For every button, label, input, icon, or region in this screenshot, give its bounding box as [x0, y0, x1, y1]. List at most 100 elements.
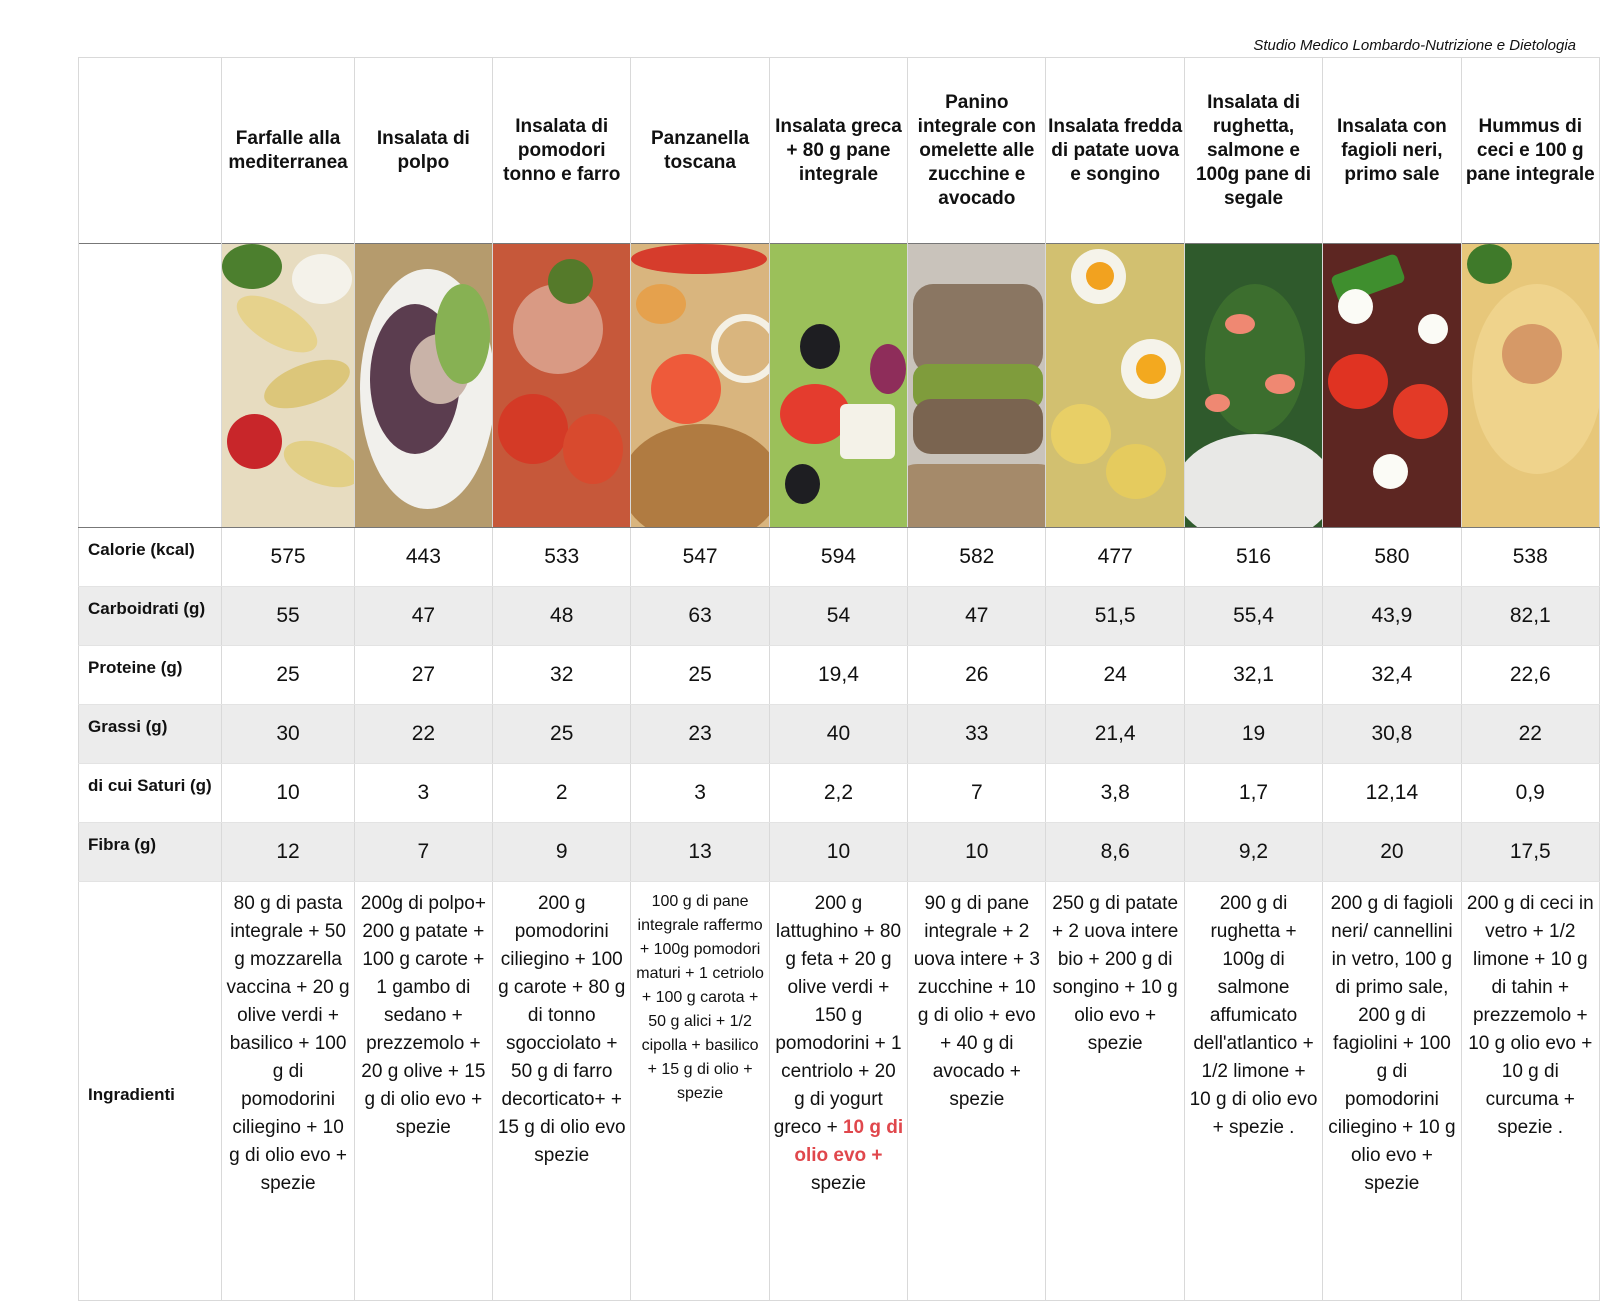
dish-photo-pomodori-tonno: [492, 243, 632, 528]
value-cell: 19,4: [769, 645, 909, 705]
ingredients-highlight: 10 g di olio evo +: [794, 1117, 904, 1166]
value-cell: 2,2: [769, 763, 909, 823]
value-cell: 26: [907, 645, 1047, 705]
value-cell: 477: [1045, 527, 1185, 587]
value-cell: 22: [1461, 704, 1600, 764]
dish-title: Insalata con fagioli neri, primo sale: [1322, 57, 1462, 244]
dish-title: Insalata di pomodori tonno e farro: [492, 57, 632, 244]
ingredients-cell: 200 g di ceci in vetro + 1/2 limone + 10…: [1461, 881, 1600, 1301]
dish-photo-hummus: [1461, 243, 1600, 528]
value-cell: 33: [907, 704, 1047, 764]
dish-title: Farfalle alla mediterranea: [221, 57, 355, 244]
value-cell: 22: [354, 704, 494, 764]
dish-photo-panzanella: [630, 243, 770, 528]
dish-title: Insalata fredda di patate uova e songino: [1045, 57, 1185, 244]
value-cell: 547: [630, 527, 770, 587]
value-cell: 3: [354, 763, 494, 823]
dish-title: Panino integrale con omelette alle zucch…: [907, 57, 1047, 244]
value-cell: 43,9: [1322, 586, 1462, 646]
row-label: di cui Saturi (g): [77, 763, 223, 823]
value-cell: 54: [769, 586, 909, 646]
value-cell: 8,6: [1045, 822, 1185, 882]
value-cell: 10: [907, 822, 1047, 882]
value-cell: 582: [907, 527, 1047, 587]
value-cell: 1,7: [1184, 763, 1324, 823]
value-cell: 30,8: [1322, 704, 1462, 764]
dish-title: Hummus di ceci e 100 g pane integrale: [1461, 57, 1600, 244]
ingredients-cell: 90 g di pane integrale + 2 uova intere +…: [907, 881, 1047, 1301]
ingredients-cell: 200g di polpo+ 200 g patate + 100 g caro…: [354, 881, 494, 1301]
nutrition-table: Farfalle alla mediterranea Insalata di p…: [77, 57, 1600, 1301]
value-cell: 20: [1322, 822, 1462, 882]
row-label: Grassi (g): [77, 704, 223, 764]
row-calorie: Calorie (kcal) 575 443 533 547 594 582 4…: [77, 527, 1600, 587]
row-ingredienti: Ingradienti 80 g di pasta integrale + 50…: [77, 881, 1600, 1301]
row-grassi: Grassi (g) 30 22 25 23 40 33 21,4 19 30,…: [77, 704, 1600, 764]
dish-photo-farfalle: [221, 243, 355, 528]
row-label: Fibra (g): [77, 822, 223, 882]
dish-photo-rughetta-salmone: [1184, 243, 1324, 528]
ingredients-cell: 100 g di pane integrale raffermo + 100g …: [630, 881, 770, 1301]
value-cell: 30: [221, 704, 355, 764]
value-cell: 21,4: [1045, 704, 1185, 764]
value-cell: 19: [1184, 704, 1324, 764]
photo-corner: [77, 243, 223, 528]
row-label: Calorie (kcal): [77, 527, 223, 587]
value-cell: 580: [1322, 527, 1462, 587]
value-cell: 32,1: [1184, 645, 1324, 705]
value-cell: 7: [354, 822, 494, 882]
ingredients-text-tail: spezie: [810, 1173, 866, 1194]
value-cell: 10: [769, 822, 909, 882]
value-cell: 32: [492, 645, 632, 705]
value-cell: 47: [907, 586, 1047, 646]
dish-photo-patate-uova: [1045, 243, 1185, 528]
value-cell: 12,14: [1322, 763, 1462, 823]
value-cell: 32,4: [1322, 645, 1462, 705]
value-cell: 3,8: [1045, 763, 1185, 823]
row-label: Carboidrati (g): [77, 586, 223, 646]
ingredients-cell: 250 g di patate + 2 uova intere bio + 20…: [1045, 881, 1185, 1301]
value-cell: 27: [354, 645, 494, 705]
value-cell: 575: [221, 527, 355, 587]
value-cell: 9: [492, 822, 632, 882]
ingredients-cell: 200 g di fagioli neri/ cannellini in vet…: [1322, 881, 1462, 1301]
value-cell: 3: [630, 763, 770, 823]
value-cell: 51,5: [1045, 586, 1185, 646]
photo-row: [77, 243, 1600, 528]
value-cell: 25: [221, 645, 355, 705]
value-cell: 47: [354, 586, 494, 646]
row-proteine: Proteine (g) 25 27 32 25 19,4 26 24 32,1…: [77, 645, 1600, 705]
value-cell: 55,4: [1184, 586, 1324, 646]
dish-title: Insalata di polpo: [354, 57, 494, 244]
value-cell: 12: [221, 822, 355, 882]
dish-photo-panino: [907, 243, 1047, 528]
value-cell: 55: [221, 586, 355, 646]
value-cell: 9,2: [1184, 822, 1324, 882]
corner-cell: [77, 57, 223, 244]
value-cell: 0,9: [1461, 763, 1600, 823]
dish-title: Insalata greca + 80 g pane integrale: [769, 57, 909, 244]
row-saturi: di cui Saturi (g) 10 3 2 3 2,2 7 3,8 1,7…: [77, 763, 1600, 823]
value-cell: 2: [492, 763, 632, 823]
value-cell: 25: [630, 645, 770, 705]
value-cell: 17,5: [1461, 822, 1600, 882]
value-cell: 10: [221, 763, 355, 823]
ingredients-cell: 200 g pomodorini ciliegino + 100 g carot…: [492, 881, 632, 1301]
credit-text: Studio Medico Lombardo-Nutrizione e Diet…: [1253, 37, 1576, 54]
value-cell: 48: [492, 586, 632, 646]
dish-title: Insalata di rughetta, salmone e 100g pan…: [1184, 57, 1324, 244]
dish-photo-polpo: [354, 243, 494, 528]
value-cell: 538: [1461, 527, 1600, 587]
dish-photo-fagioli: [1322, 243, 1462, 528]
value-cell: 63: [630, 586, 770, 646]
ingredients-cell: 200 g di rughetta + 100g di salmone affu…: [1184, 881, 1324, 1301]
header-row: Farfalle alla mediterranea Insalata di p…: [77, 57, 1600, 244]
value-cell: 516: [1184, 527, 1324, 587]
value-cell: 22,6: [1461, 645, 1600, 705]
row-carboidrati: Carboidrati (g) 55 47 48 63 54 47 51,5 5…: [77, 586, 1600, 646]
value-cell: 7: [907, 763, 1047, 823]
dish-title: Panzanella toscana: [630, 57, 770, 244]
dish-photo-greca: [769, 243, 909, 528]
value-cell: 40: [769, 704, 909, 764]
row-fibra: Fibra (g) 12 7 9 13 10 10 8,6 9,2 20 17,…: [77, 822, 1600, 882]
